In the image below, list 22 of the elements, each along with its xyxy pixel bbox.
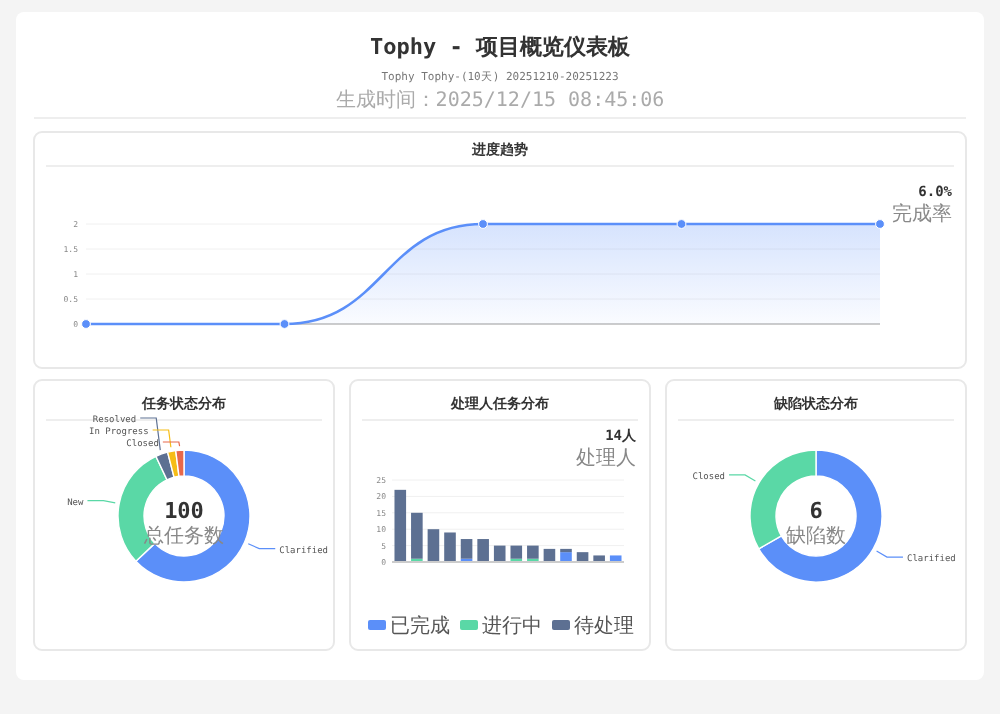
text: 缺陷数	[786, 524, 846, 548]
bar	[394, 489, 407, 562]
bar	[593, 555, 605, 562]
text: Tophy - 项目概览仪表板	[370, 34, 632, 60]
text: 处理人	[576, 446, 636, 470]
legend-label: 待处理	[574, 614, 634, 638]
bar	[427, 529, 440, 562]
text: 完成率	[892, 202, 952, 226]
bar	[460, 539, 473, 559]
bar	[609, 555, 622, 562]
legend-label: 已完成	[390, 614, 450, 638]
bar	[560, 552, 572, 562]
text: 生成时间：2025/12/15 08:45:06	[335, 88, 665, 112]
bar	[510, 545, 523, 559]
bar	[477, 539, 489, 562]
text: 6	[809, 498, 824, 524]
bar	[493, 545, 506, 562]
bar	[411, 512, 423, 559]
legend-label: 进行中	[482, 614, 542, 638]
bar	[527, 545, 539, 559]
bar	[444, 532, 456, 562]
text: 100	[164, 498, 204, 524]
